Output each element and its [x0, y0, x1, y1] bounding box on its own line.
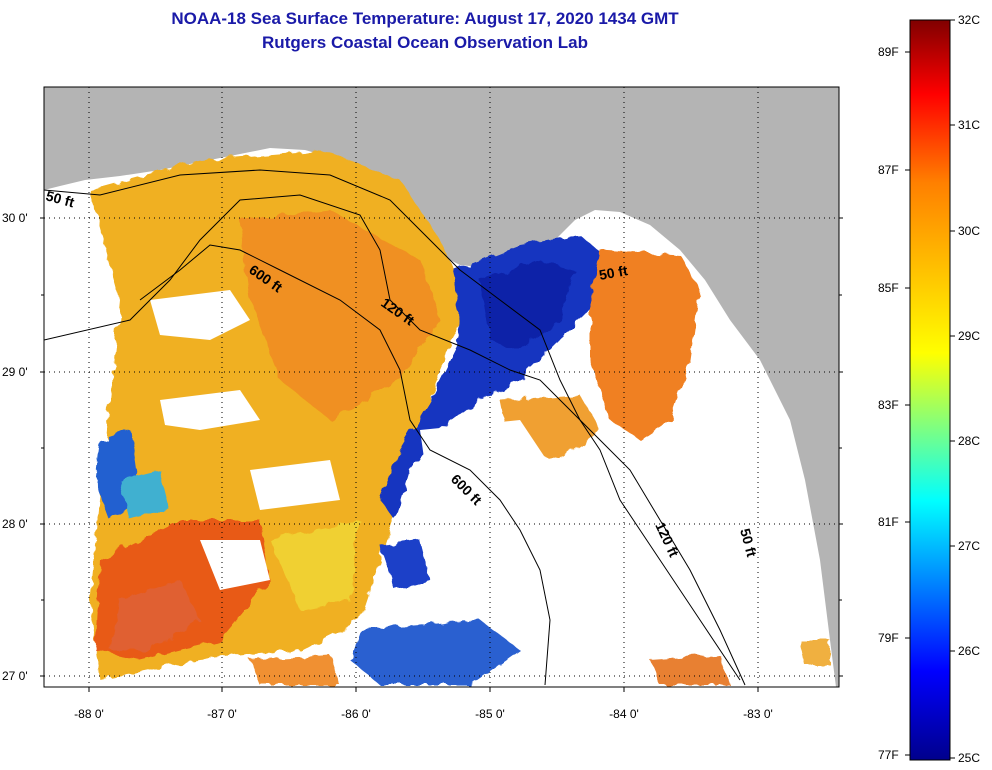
lon-tick-label: -87 0': [207, 707, 237, 721]
colorbar-fahrenheit-label: 81F: [878, 515, 899, 529]
colorbar-celsius-label: 30C: [958, 224, 980, 238]
colorbar: [909, 19, 951, 761]
graticule: [44, 87, 839, 687]
colorbar-fahrenheit-label: 87F: [878, 163, 899, 177]
colorbar-fahrenheit-label: 79F: [878, 631, 899, 645]
chart-title: NOAA-18 Sea Surface Temperature: August …: [171, 9, 679, 28]
colorbar-celsius-label: 28C: [958, 434, 980, 448]
colorbar-ticks: [905, 19, 955, 759]
colorbar-fahrenheit-label: 83F: [878, 398, 899, 412]
cloud-gaps: [150, 290, 760, 620]
lon-tick-label: -86 0': [341, 707, 371, 721]
colorbar-celsius-label: 32C: [958, 13, 980, 27]
contour-label: 50 ft: [44, 187, 76, 210]
colorbar-fahrenheit-label: 89F: [878, 45, 899, 59]
lat-tick-label: 28 0': [2, 517, 28, 531]
contour-label: 50 ft: [737, 527, 760, 559]
colorbar-celsius-label: 26C: [958, 644, 980, 658]
colorbar-celsius-label: 31C: [958, 118, 980, 132]
lat-tick-label: 29 0': [2, 365, 28, 379]
colorbar-celsius-label: 25C: [958, 751, 980, 765]
lon-tick-label: -83 0': [743, 707, 773, 721]
contour-label: 50 ft: [598, 262, 629, 283]
lat-tick-label: 27 0': [2, 669, 28, 683]
colorbar-celsius-label: 27C: [958, 539, 980, 553]
lat-tick-label: 30 0': [2, 211, 28, 225]
depth-contours: [44, 169, 746, 686]
colorbar-fahrenheit-label: 85F: [878, 281, 899, 295]
map-frame: [43, 86, 840, 688]
chart-subtitle: Rutgers Coastal Ocean Observation Lab: [262, 33, 588, 52]
lon-tick-label: -85 0': [475, 707, 505, 721]
lon-tick-label: -88 0': [74, 707, 104, 721]
lon-tick-label: -84 0': [609, 707, 639, 721]
axis-ticks: [40, 217, 843, 692]
sst-field: [90, 150, 830, 685]
colorbar-fahrenheit-label: 77F: [878, 748, 899, 762]
colorbar-celsius-label: 29C: [958, 329, 980, 343]
land-mass: [44, 87, 839, 687]
